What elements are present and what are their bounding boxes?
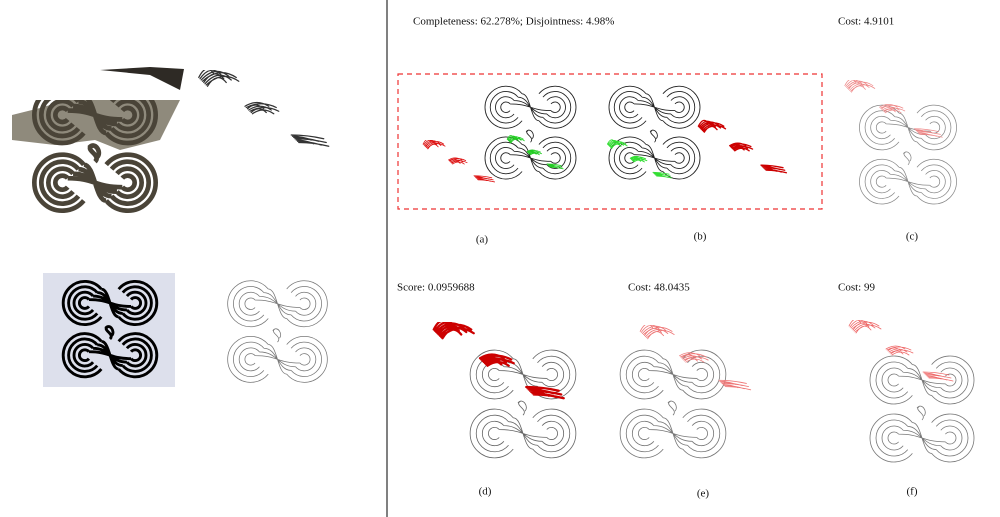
red-strokes-a (423, 139, 495, 182)
motif-f (870, 356, 974, 462)
motif-b (609, 86, 700, 179)
red-strokes-f (849, 319, 953, 381)
completeness-label: Completeness: 62.278%; Disjointness: 4.9… (413, 16, 614, 28)
motif-e (620, 350, 726, 458)
caption: (b) (694, 231, 707, 243)
pattern-sketch (228, 281, 328, 383)
cost-label: Cost: 48.0435 (628, 282, 690, 294)
red-strokes-b (698, 120, 786, 172)
figure: Completeness: 62.278%; Disjointness: 4.9… (0, 0, 1000, 517)
red-strokes-e (640, 324, 751, 390)
motif-d (470, 350, 576, 458)
motif-c (859, 105, 956, 204)
caption: (e) (697, 488, 710, 500)
score-label: Score: 0.0959688 (397, 282, 475, 294)
caption: (d) (479, 486, 492, 498)
caption: (f) (907, 486, 918, 498)
red-strokes-d (434, 321, 564, 398)
caption: (c) (906, 231, 919, 243)
pattern-background (43, 273, 175, 387)
cost-label: Cost: 4.9101 (838, 16, 894, 28)
cost-label: Cost: 99 (838, 282, 875, 294)
motif-a (485, 86, 576, 179)
rock-trace (199, 69, 329, 146)
highlight-box (398, 74, 822, 209)
green-strokes-a (507, 136, 563, 169)
caption: (a) (476, 234, 489, 246)
